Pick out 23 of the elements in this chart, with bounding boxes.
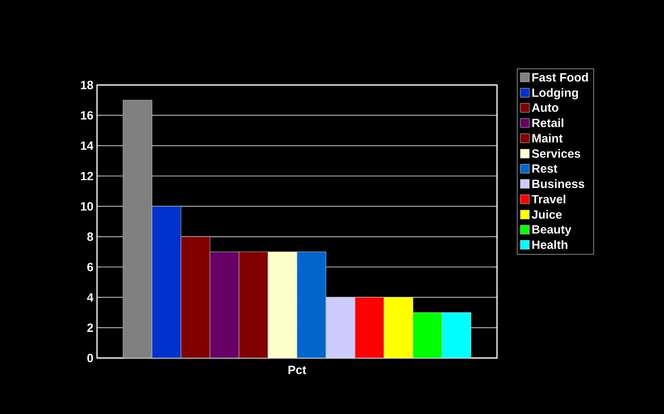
y-tick-label: 0 bbox=[87, 354, 93, 362]
y-tick-label: 8 bbox=[87, 232, 94, 241]
legend-label: Health bbox=[532, 240, 568, 249]
y-tick-label: 12 bbox=[80, 172, 94, 180]
legend-label: Lodging bbox=[532, 88, 578, 100]
legend-label: Fast Food bbox=[532, 72, 588, 82]
legend-label: Auto bbox=[532, 103, 558, 112]
legend-label: Rest bbox=[532, 164, 558, 173]
y-tick-label: 10 bbox=[80, 202, 93, 211]
legend-label: Travel bbox=[532, 194, 566, 204]
legend-label: Business bbox=[532, 179, 584, 188]
legend-label: Services bbox=[532, 149, 580, 158]
y-tick-label: 4 bbox=[87, 293, 94, 302]
y-tick-label: 2 bbox=[87, 323, 94, 332]
y-tick-label: 14 bbox=[80, 142, 94, 150]
y-tick-label: 18 bbox=[80, 80, 94, 90]
legend-label: Maint bbox=[532, 134, 563, 142]
x-tick-label: Pct bbox=[288, 366, 306, 374]
legend-label: Juice bbox=[532, 210, 562, 219]
legend-label: Retail bbox=[532, 118, 564, 128]
y-tick-label: 16 bbox=[80, 111, 94, 120]
legend-label: Beauty bbox=[532, 225, 572, 236]
y-tick-label: 6 bbox=[87, 262, 94, 272]
